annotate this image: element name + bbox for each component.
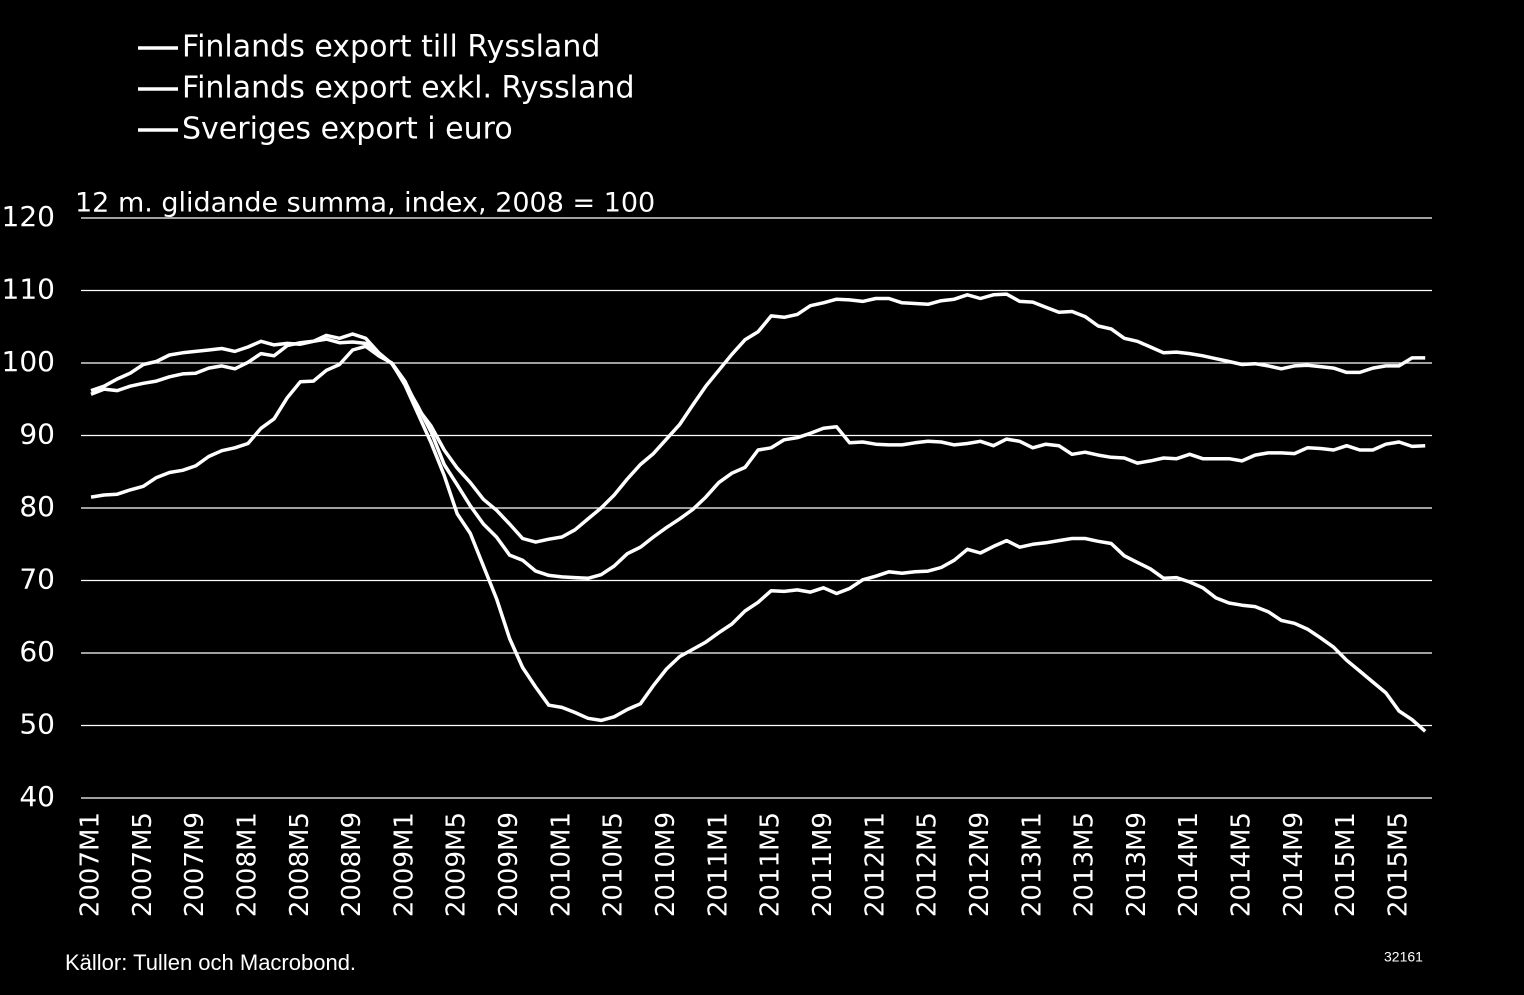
x-tick-label: 2015M5 [1384, 812, 1414, 917]
y-tick-label: 120 [2, 200, 55, 233]
x-tick-label: 2012M1 [860, 812, 890, 917]
legend-label: Finlands export till Ryssland [182, 30, 600, 65]
x-tick-label: 2007M5 [128, 812, 158, 917]
x-tick-label: 2010M9 [651, 812, 681, 917]
x-tick-label: 2011M5 [756, 812, 786, 917]
x-tick-label: 2013M1 [1017, 812, 1047, 917]
y-tick-label: 100 [2, 345, 55, 378]
y-tick-label: 60 [19, 635, 55, 668]
chart-code: 32161 [1384, 949, 1423, 965]
x-tick-label: 2009M1 [389, 812, 419, 917]
x-tick-label: 2008M1 [232, 812, 262, 917]
x-tick-label: 2014M1 [1174, 812, 1204, 917]
x-tick-label: 2015M1 [1331, 812, 1361, 917]
x-tick-label: 2008M9 [337, 812, 367, 917]
x-tick-label: 2012M5 [913, 812, 943, 917]
x-tick-label: 2010M5 [599, 812, 629, 917]
x-tick-label: 2007M9 [180, 812, 210, 917]
y-tick-label: 90 [19, 418, 55, 451]
x-tick-label: 2010M1 [546, 812, 576, 917]
x-tick-label: 2013M9 [1122, 812, 1152, 917]
x-tick-label: 2007M1 [76, 812, 106, 917]
x-tick-label: 2011M1 [703, 812, 733, 917]
y-tick-label: 40 [19, 780, 55, 813]
y-tick-label: 70 [19, 563, 55, 596]
series-line [90, 292, 1426, 544]
series-line [90, 332, 1426, 581]
y-tick-label: 80 [19, 490, 55, 523]
x-tick-label: 2013M5 [1070, 812, 1100, 917]
x-tick-label: 2014M5 [1227, 812, 1257, 917]
x-tick-label: 2009M9 [494, 812, 524, 917]
x-tick-label: 2009M5 [442, 812, 472, 917]
legend-label: Finlands export exkl. Ryssland [182, 71, 635, 106]
x-tick-label: 2012M9 [965, 812, 995, 917]
x-tick-label: 2011M9 [808, 812, 838, 917]
y-tick-label: 50 [19, 708, 55, 741]
series-line [90, 344, 1427, 733]
subtitle: 12 m. glidande summa, index, 2008 = 100 [75, 188, 655, 219]
x-tick-label: 2014M9 [1279, 812, 1309, 917]
y-tick-label: 110 [2, 273, 55, 306]
x-tick-label: 2008M5 [285, 812, 315, 917]
legend-label: Sveriges export i euro [182, 112, 513, 147]
source: Källor: Tullen och Macrobond. [65, 950, 356, 975]
